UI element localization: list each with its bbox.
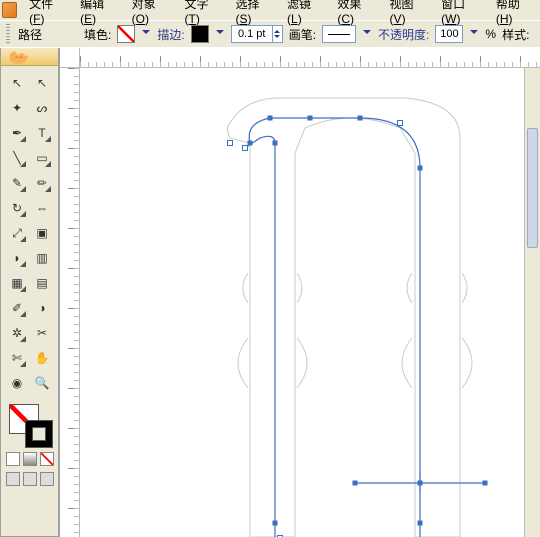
hand-tool[interactable]: ✋ xyxy=(31,347,53,369)
fill-swatch[interactable] xyxy=(117,25,135,43)
canvas-area xyxy=(59,48,540,537)
stroke-weight-up[interactable] xyxy=(272,26,282,34)
ruler-horizontal[interactable] xyxy=(80,48,540,68)
ruler-vertical[interactable] xyxy=(60,68,80,537)
type-tool[interactable]: T xyxy=(31,122,53,144)
style-label: 样式: xyxy=(502,26,529,43)
lasso-tool[interactable]: ᔕ xyxy=(31,97,53,119)
gradient-tool[interactable]: ▤ xyxy=(31,272,53,294)
menu-object[interactable]: 对象(O) xyxy=(126,0,177,28)
menu-view[interactable]: 视图(V) xyxy=(384,0,434,28)
selection-tool[interactable]: ↖ xyxy=(6,72,28,94)
menu-help[interactable]: 帮助(H) xyxy=(490,0,540,28)
menu-type[interactable]: 文字(T) xyxy=(179,0,228,28)
slice-tool[interactable]: ✂ xyxy=(31,322,53,344)
brush-preview[interactable] xyxy=(322,25,356,43)
screen-mode-row xyxy=(6,472,54,486)
ai-logo-icon xyxy=(3,48,35,66)
pencil-tool[interactable]: ✏ xyxy=(31,172,53,194)
rectangle-tool[interactable]: ▭ xyxy=(31,147,53,169)
liquify-tool[interactable]: ◉ xyxy=(6,372,28,394)
menu-window[interactable]: 窗口(W) xyxy=(435,0,488,28)
magic-wand-tool[interactable]: ✦ xyxy=(6,97,28,119)
workspace: ↖↖✦ᔕ✒T╲▭✎✏↻⇔⤢▣◗▥▦▤✐◑✲✂✄✋◉🔍 xyxy=(0,48,540,537)
fill-label: 填色: xyxy=(84,26,111,43)
opacity-label[interactable]: 不透明度: xyxy=(378,26,429,43)
menu-effect[interactable]: 效果(C) xyxy=(331,0,381,28)
blend-tool[interactable]: ◑ xyxy=(31,297,53,319)
stroke-swatch[interactable] xyxy=(191,25,209,43)
graph-tool[interactable]: ▥ xyxy=(31,247,53,269)
tool-grid: ↖↖✦ᔕ✒T╲▭✎✏↻⇔⤢▣◗▥▦▤✐◑✲✂✄✋◉🔍 xyxy=(2,66,57,398)
screen-mode-standard[interactable] xyxy=(6,472,20,486)
artwork-svg xyxy=(80,68,540,537)
color-mode-row xyxy=(6,452,54,466)
scrollbar-thumb[interactable] xyxy=(527,128,538,248)
rotate-tool[interactable]: ↻ xyxy=(6,197,28,219)
app-icon xyxy=(2,2,17,18)
options-grip[interactable] xyxy=(6,24,10,44)
opacity-input[interactable] xyxy=(435,25,463,43)
ruler-origin[interactable] xyxy=(60,48,80,68)
menu-select[interactable]: 选择(S) xyxy=(229,0,279,28)
toolbox-titlebar[interactable] xyxy=(1,48,58,66)
menu-edit[interactable]: 编辑(E) xyxy=(74,0,124,28)
stroke-indicator[interactable] xyxy=(25,420,53,448)
stroke-label[interactable]: 描边: xyxy=(157,26,184,43)
color-mode-solid[interactable] xyxy=(6,452,20,466)
screen-mode-full[interactable] xyxy=(40,472,54,486)
stroke-weight-down[interactable] xyxy=(272,34,282,42)
stroke-dropdown-icon[interactable] xyxy=(215,29,225,39)
opacity-dropdown-icon[interactable] xyxy=(469,29,479,39)
scrollbar-vertical[interactable] xyxy=(524,68,540,537)
eyedropper-tool[interactable]: ✐ xyxy=(6,297,28,319)
opacity-unit: % xyxy=(485,27,496,41)
warp-tool[interactable]: ◗ xyxy=(6,247,28,269)
color-mode-none[interactable] xyxy=(40,452,54,466)
menu-file[interactable]: 文件(F) xyxy=(23,0,72,28)
paintbrush-tool[interactable]: ✎ xyxy=(6,172,28,194)
color-mode-gradient[interactable] xyxy=(23,452,37,466)
menu-filter[interactable]: 滤镜(L) xyxy=(281,0,329,28)
direct-selection-tool[interactable]: ↖ xyxy=(31,72,53,94)
scissors-tool[interactable]: ✄ xyxy=(6,347,28,369)
toolbox-panel: ↖↖✦ᔕ✒T╲▭✎✏↻⇔⤢▣◗▥▦▤✐◑✲✂✄✋◉🔍 xyxy=(0,48,59,537)
stroke-weight-field[interactable] xyxy=(231,25,283,43)
zoom-tool[interactable]: 🔍 xyxy=(31,372,53,394)
line-tool[interactable]: ╲ xyxy=(6,147,28,169)
free-transform-tool[interactable]: ▣ xyxy=(31,222,53,244)
mesh-tool[interactable]: ▦ xyxy=(6,272,28,294)
brush-dropdown-icon[interactable] xyxy=(362,29,372,39)
screen-mode-full-menu[interactable] xyxy=(23,472,37,486)
fill-dropdown-icon[interactable] xyxy=(141,29,151,39)
symbol-sprayer-tool[interactable]: ✲ xyxy=(6,322,28,344)
scale-tool[interactable]: ⤢ xyxy=(6,222,28,244)
pen-tool[interactable]: ✒ xyxy=(6,122,28,144)
path-mode-label: 路径 xyxy=(18,26,42,43)
stroke-weight-input[interactable] xyxy=(232,28,272,40)
brush-label: 画笔: xyxy=(289,26,316,43)
fill-stroke-indicator[interactable] xyxy=(7,402,53,448)
menu-bar: 文件(F) 编辑(E) 对象(O) 文字(T) 选择(S) 滤镜(L) 效果(C… xyxy=(0,0,540,20)
reflect-tool[interactable]: ⇔ xyxy=(31,197,53,219)
artboard[interactable] xyxy=(80,68,540,537)
